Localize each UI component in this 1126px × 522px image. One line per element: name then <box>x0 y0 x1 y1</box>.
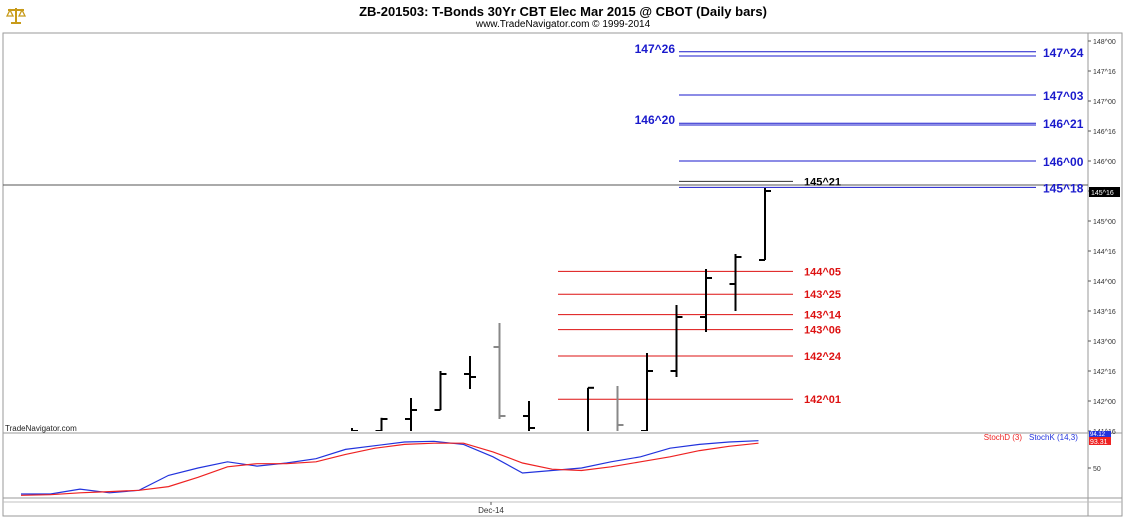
blue-level-label-right: 146^21 <box>1043 117 1084 131</box>
black-level-label: 145^21 <box>804 176 841 188</box>
stoch-lines <box>20 440 759 496</box>
red-level-label: 143^25 <box>804 289 841 301</box>
plot-frame <box>2 32 1123 517</box>
blue-level-label-right: 147^24 <box>1043 46 1084 60</box>
legend-stoch-k: StochK (14,3) <box>1029 433 1078 442</box>
stoch-d-tag <box>1089 437 1111 445</box>
red-level-label: 144^05 <box>804 266 841 278</box>
watermark-text: TradeNavigator.com <box>5 424 77 433</box>
price-tick-label: 145^16 <box>1093 189 1116 196</box>
stoch-k-tag <box>1089 431 1111 437</box>
price-tick-label: 142^16 <box>1093 369 1116 376</box>
blue-level-label-left: 147^26 <box>635 42 676 56</box>
red-level-label: 143^14 <box>804 310 842 322</box>
chart-title: ZB-201503: T-Bonds 30Yr CBT Elec Mar 201… <box>359 4 767 19</box>
blue-level-label-right: 147^03 <box>1043 89 1084 103</box>
price-tick-label: 144^16 <box>1093 249 1116 256</box>
price-tick-label: 144^00 <box>1093 279 1116 286</box>
red-level-label: 143^06 <box>804 325 841 337</box>
legend-stoch-d: StochD (3) <box>984 433 1023 442</box>
price-tick-label: 148^00 <box>1093 39 1116 46</box>
blue-level-label-left: 146^20 <box>635 113 676 127</box>
price-tick-label: 142^00 <box>1093 399 1116 406</box>
price-tick-label: 146^16 <box>1093 129 1116 136</box>
current-price-tag <box>1089 187 1120 197</box>
scales-icon <box>5 8 27 24</box>
stoch-k-tag-label: 94.12 <box>1090 432 1106 438</box>
price-tick-label: 146^00 <box>1093 159 1116 166</box>
stoch-k-line <box>21 440 759 495</box>
price-tick-label: 145^00 <box>1093 219 1116 226</box>
stoch-d-tag-label: 93.31 <box>1090 439 1108 446</box>
blue-level-label-right: 146^00 <box>1043 155 1084 169</box>
stoch-d-line <box>20 442 759 496</box>
price-tick-label: 147^16 <box>1093 69 1116 76</box>
chart-subtitle: www.TradeNavigator.com © 1999-2014 <box>475 19 651 30</box>
date-tick-label: Dec-14 <box>478 506 504 515</box>
price-tick-label: 141^16 <box>1093 429 1116 436</box>
blue-level-label-right: 145^18 <box>1043 181 1084 195</box>
red-level-label: 142^01 <box>804 394 841 406</box>
price-tick-label: 143^00 <box>1093 339 1116 346</box>
stoch-tick-label: 50 <box>1093 466 1101 473</box>
current-price-tag-label: 145^16 <box>1091 190 1114 197</box>
ohlc-bars <box>351 188 771 431</box>
red-level-label: 142^24 <box>804 351 842 363</box>
price-tick-label: 147^00 <box>1093 99 1116 106</box>
price-tick-label: 143^16 <box>1093 309 1116 316</box>
